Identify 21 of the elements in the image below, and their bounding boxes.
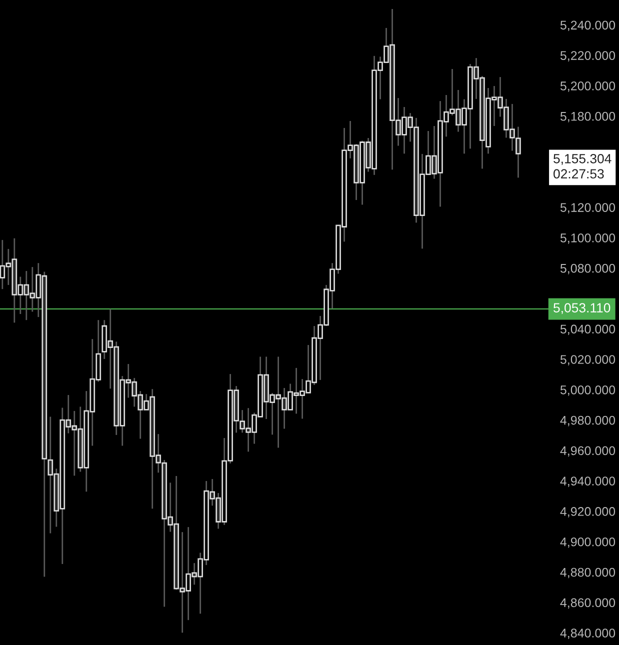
y-tick-label: 4,880.000 xyxy=(560,568,616,578)
y-tick-label: 5,220.000 xyxy=(560,51,616,62)
y-tick-label: 4,960.000 xyxy=(560,446,616,457)
y-tick-label: 4,940.000 xyxy=(560,476,616,487)
y-tick-label: 5,040.000 xyxy=(560,324,616,336)
y-tick-label: 5,200.000 xyxy=(560,82,616,92)
text: 02:27:53 xyxy=(554,169,604,179)
y-tick-label: 5,240.000 xyxy=(560,20,616,32)
y-tick-label: 5,120.000 xyxy=(560,203,616,214)
y-tick-label: 5,180.000 xyxy=(560,112,616,122)
y-tick-label: 5,080.000 xyxy=(560,264,616,274)
y-tick-label: 4,900.000 xyxy=(560,537,616,548)
y-tick-label: 4,860.000 xyxy=(560,598,616,609)
ref-line-label: 5,053.110 xyxy=(554,303,610,314)
y-tick-label: 4,980.000 xyxy=(560,416,616,426)
y-tick-label: 4,840.000 xyxy=(560,628,616,639)
y-tick-label: 5,100.000 xyxy=(560,233,616,244)
y-tick-label: 5,000.000 xyxy=(560,385,616,396)
y-tick-label: 4,920.000 xyxy=(560,507,616,518)
y-tick-label: 5,020.000 xyxy=(560,355,616,366)
text: 5,155.304 xyxy=(554,154,612,165)
